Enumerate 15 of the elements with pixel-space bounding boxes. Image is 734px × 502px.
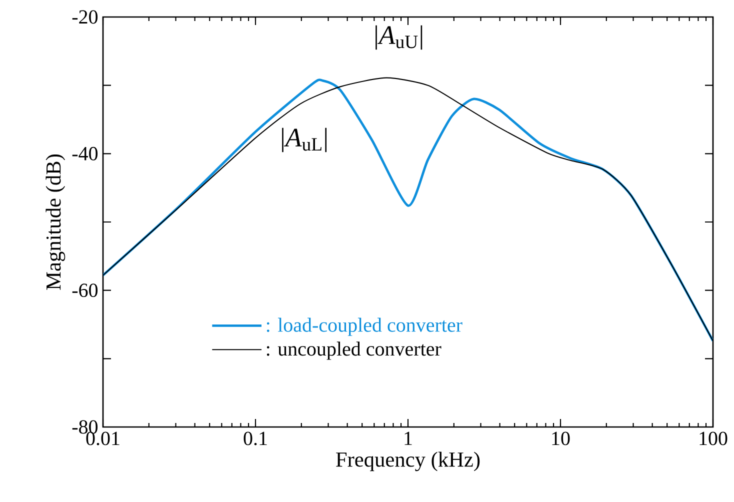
x-tick-label: 0.01 [86,432,120,446]
y-tick-label: -80 [72,420,98,434]
y-tick-label: -60 [72,284,98,298]
annotation: |A$_{uU}$| [376,25,422,50]
x-axis-title: Frequency (kHz) [336,452,480,472]
y-axis-title: Magnitude (dB) [46,154,66,290]
x-tick-label: 1 [404,432,412,445]
x-tick-label: 100 [700,432,728,446]
x-tick-label: 10 [552,432,570,446]
legend-label: : uncoupled converter [266,342,442,360]
legend-label: : load-coupled converter [266,318,462,336]
y-tick-label: -20 [72,10,98,24]
annotation: |A$_{uL}$| [282,128,327,152]
y-tick-label: -40 [72,146,98,160]
x-tick-label: 0.1 [244,432,267,446]
